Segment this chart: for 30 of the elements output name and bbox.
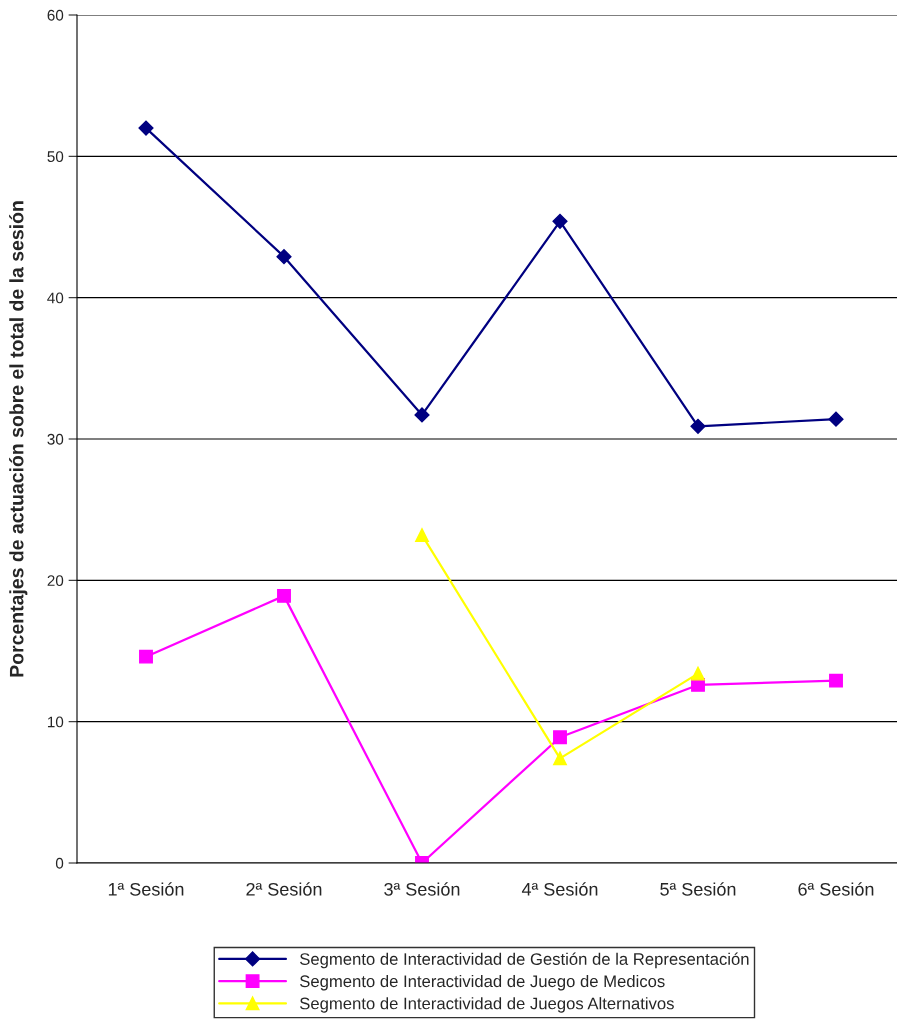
point <box>828 411 844 427</box>
point <box>553 751 567 766</box>
point <box>276 249 292 265</box>
x-tick-label: 1ª Sesión <box>108 882 184 896</box>
x-tick-label: 4ª Sesión <box>521 882 598 896</box>
x-tick-label: 5ª Sesión <box>660 882 736 896</box>
x-tick-label: 2ª Sesión <box>246 882 322 896</box>
y-tick-label: 40 <box>47 292 64 304</box>
point <box>138 120 154 136</box>
y-tick-label: 10 <box>47 716 64 728</box>
point <box>690 418 706 434</box>
y-tick-label: 0 <box>55 857 64 869</box>
x-tick-label: 3ª Sesión <box>384 882 460 896</box>
y-tick-label: 30 <box>47 433 64 445</box>
x-tick-label: 6ª Sesión <box>798 882 874 896</box>
point <box>414 407 430 423</box>
point <box>552 213 568 229</box>
point <box>415 528 429 543</box>
point <box>829 673 843 688</box>
y-tick-label: 60 <box>47 9 64 21</box>
y-axis-title: Porcentajes de actuación sobre el total de la sesión <box>9 201 28 677</box>
legend-label: Segmento de Interactividad de Gestión de la Representación <box>300 952 749 969</box>
point <box>553 730 567 745</box>
legend-label: Segmento de Interactividad de Juego de Medicos <box>300 974 665 991</box>
y-tick-label: 50 <box>47 151 64 163</box>
y-tick-label: 20 <box>47 575 64 587</box>
point <box>277 588 291 603</box>
point <box>139 649 153 664</box>
point <box>691 666 705 681</box>
legend-label: Segmento de Interactividad de Juegos Alternativos <box>300 997 674 1013</box>
